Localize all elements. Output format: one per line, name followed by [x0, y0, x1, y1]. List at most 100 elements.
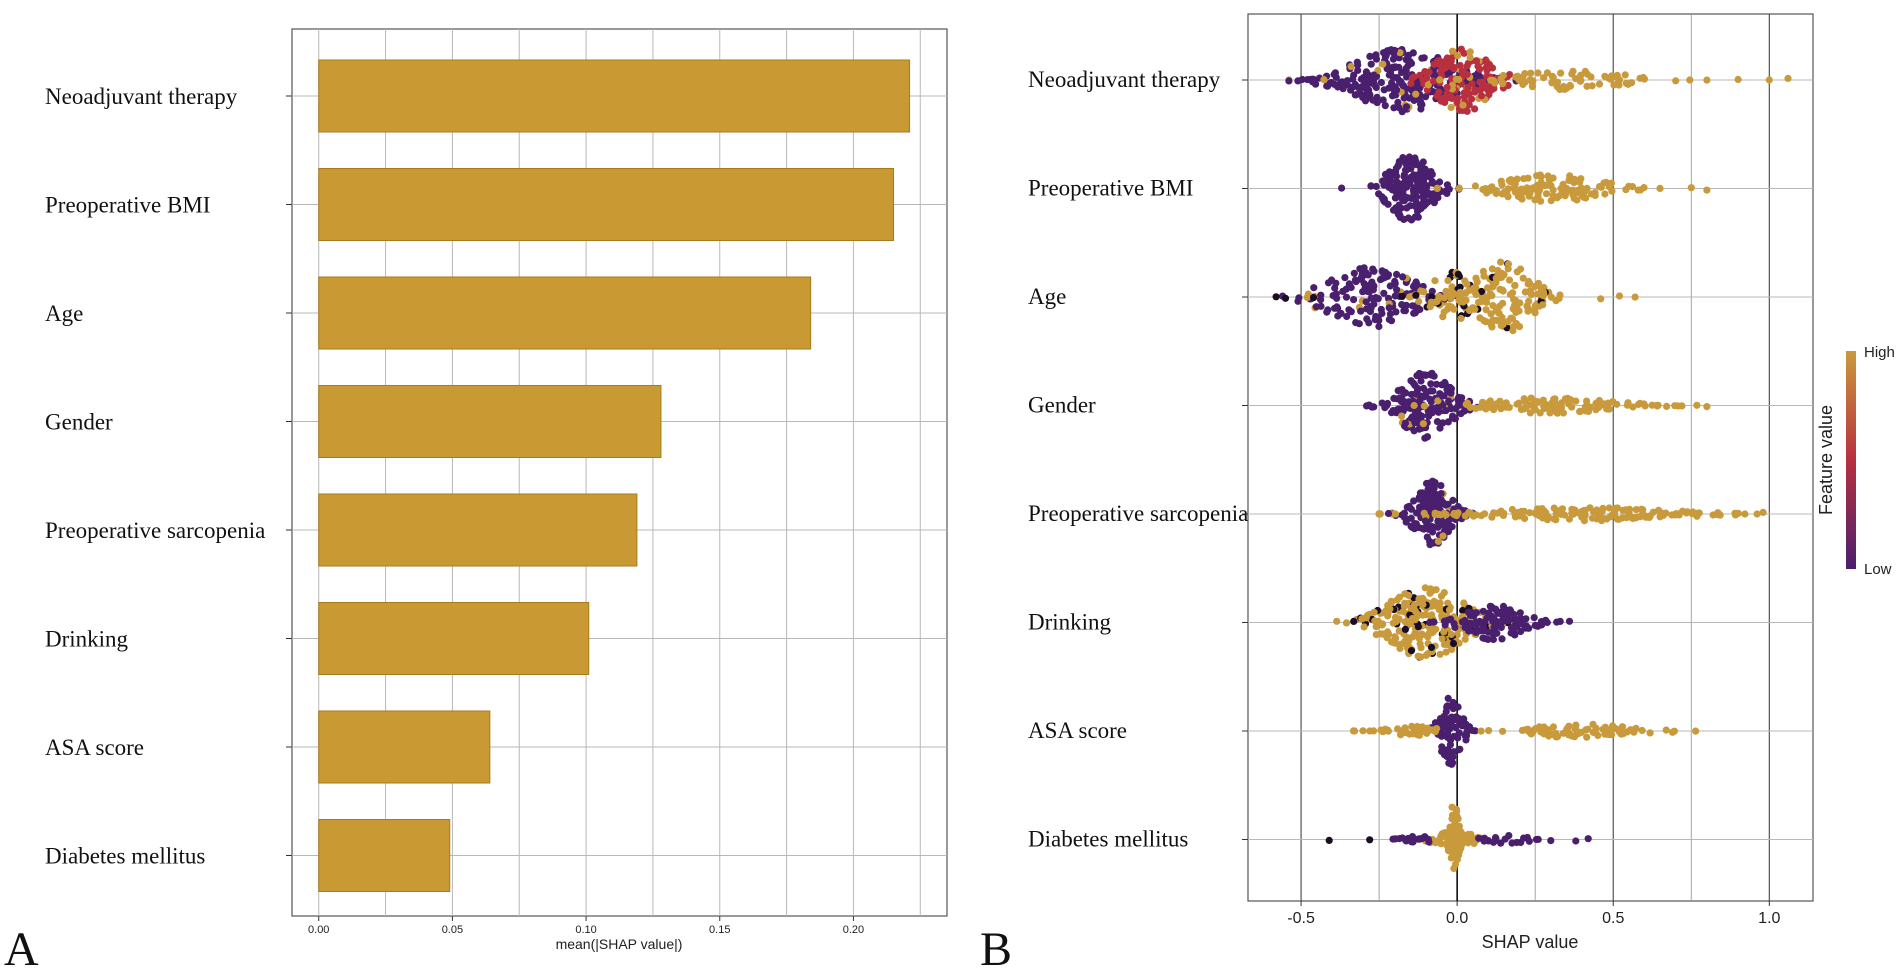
beeswarm-dot [1457, 314, 1465, 323]
beeswarm-dot [1497, 258, 1505, 266]
beeswarm-dot [1380, 289, 1388, 297]
beeswarm-dot [1542, 190, 1551, 198]
beeswarm-dot [1588, 82, 1596, 90]
beeswarm-dot [1471, 72, 1479, 80]
beeswarm-dot [1395, 835, 1403, 843]
beeswarm-dot [1421, 517, 1429, 525]
beeswarm-dot [1438, 392, 1446, 400]
bar-feature-label: Drinking [45, 627, 129, 652]
beeswarm-dot [1601, 190, 1609, 198]
beeswarm-dot [1310, 284, 1318, 292]
beeswarm-dot [1634, 400, 1643, 408]
beeswarm-dot [1539, 292, 1547, 300]
beeswarm-dot [1489, 76, 1497, 84]
beeswarm-dot [1472, 57, 1481, 65]
beeswarm-dot [1402, 160, 1410, 168]
beeswarm-chart-panel: Neoadjuvant therapy Preoperative BMI Age Ge… [980, 13, 1895, 970]
beeswarm-dot [1416, 640, 1424, 648]
beeswarm-dot [1466, 48, 1474, 56]
bar-x-tick-label: 0.05 [442, 924, 463, 936]
beeswarm-dot [1294, 77, 1302, 85]
bar-x-tick-label: 0.20 [843, 924, 864, 936]
beeswarm-dot [1452, 75, 1460, 83]
beeswarm-dot [1355, 320, 1363, 328]
beeswarm-dot [1377, 78, 1385, 87]
beeswarm-dot [1413, 612, 1421, 620]
beeswarm-dot [1422, 371, 1430, 379]
beeswarm-dot [1589, 720, 1597, 728]
beeswarm-dot [1479, 267, 1487, 275]
beeswarm-dot [1427, 380, 1435, 388]
beeswarm-dot [1402, 837, 1410, 845]
beeswarm-dot [1604, 399, 1612, 407]
beeswarm-dot [1565, 515, 1573, 523]
beeswarm-dot [1389, 55, 1397, 63]
beeswarm-dot [1414, 179, 1422, 187]
beeswarm-dot [1476, 627, 1484, 635]
beeswarm-dot [1570, 194, 1578, 203]
beeswarm-dot [1396, 49, 1404, 57]
beeswarm-dot [1463, 399, 1471, 407]
beeswarm-dot [1600, 179, 1608, 187]
beeswarm-dot [1539, 396, 1547, 404]
beeswarm-dot [1488, 323, 1496, 331]
beeswarm-dot [1401, 637, 1409, 646]
beeswarm-dot [1378, 309, 1386, 317]
beeswarm-dot [1447, 630, 1455, 639]
beeswarm-dot [1445, 69, 1453, 78]
beeswarm-dot [1632, 514, 1640, 522]
beeswarm-dot [1640, 75, 1648, 83]
beeswarm-dot [1412, 79, 1420, 87]
beeswarm-dot [1464, 84, 1472, 92]
beeswarm-dot [1399, 608, 1407, 616]
beeswarm-x-ticks: -0.5 0.0 0.5 1.0 [1287, 901, 1781, 927]
beeswarm-dot [1759, 508, 1767, 516]
beeswarm-dot [1529, 728, 1537, 736]
beeswarm-dot [1455, 834, 1463, 843]
beeswarm-dot [1678, 507, 1687, 515]
beeswarm-dot [1476, 65, 1484, 73]
beeswarm-dot [1572, 837, 1580, 845]
beeswarm-dot [1458, 840, 1466, 849]
bar-x-ticks: 0.00 0.05 0.10 0.15 0.20 [308, 916, 864, 936]
beeswarm-dot [1440, 640, 1449, 649]
beeswarm-dot [1429, 77, 1438, 85]
bar-x-tick-label: 0.00 [308, 924, 329, 936]
beeswarm-dot [1471, 105, 1479, 113]
beeswarm-dot [1407, 838, 1416, 846]
beeswarm-dot [1407, 158, 1415, 166]
beeswarm-dot [1461, 635, 1469, 643]
beeswarm-dot [1464, 726, 1472, 734]
beeswarm-x-tick-label: 0.0 [1446, 910, 1468, 927]
beeswarm-dot [1663, 402, 1671, 410]
bar-feature-label: Preoperative BMI [45, 193, 210, 218]
beeswarm-dot [1488, 513, 1496, 521]
beeswarm-dot [1486, 85, 1494, 93]
beeswarm-dot [1511, 631, 1519, 639]
beeswarm-dot [1435, 60, 1444, 68]
beeswarm-dot [1390, 104, 1398, 112]
beeswarm-dot [1621, 71, 1629, 79]
beeswarm-dot [1434, 537, 1442, 546]
beeswarm-dot [1438, 830, 1446, 838]
beeswarm-dot [1343, 312, 1351, 321]
beeswarm-dot [1642, 512, 1650, 520]
beeswarm-dot [1456, 288, 1464, 296]
beeswarm-dot [1420, 402, 1428, 410]
beeswarm-dot [1422, 191, 1430, 199]
beeswarm-dot [1613, 515, 1621, 523]
beeswarm-dot [1445, 397, 1453, 405]
beeswarm-dot [1375, 510, 1383, 518]
bar-feature-label: Neoadjuvant therapy [45, 84, 238, 109]
beeswarm-dot [1560, 82, 1568, 91]
beeswarm-dot [1479, 398, 1487, 406]
beeswarm-dot [1498, 313, 1506, 322]
beeswarm-dot [1350, 71, 1358, 79]
beeswarm-dot [1548, 730, 1556, 738]
beeswarm-dot [1452, 511, 1461, 520]
beeswarm-dot [1386, 282, 1394, 290]
beeswarm-dot [1431, 277, 1439, 285]
beeswarm-dot [1433, 184, 1441, 192]
beeswarm-dot [1361, 83, 1369, 91]
